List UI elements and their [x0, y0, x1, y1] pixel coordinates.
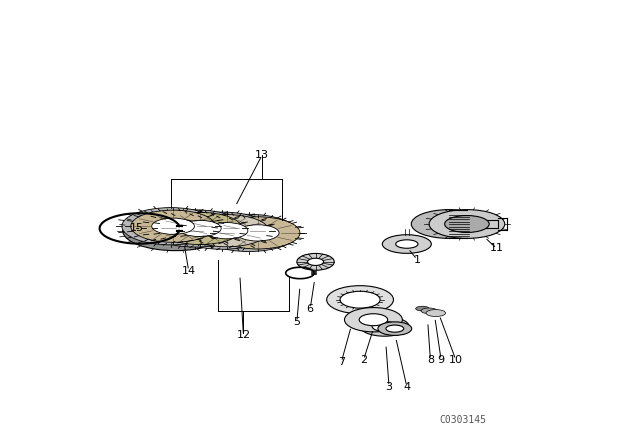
- Text: 15: 15: [129, 224, 143, 233]
- Ellipse shape: [297, 254, 334, 270]
- Ellipse shape: [421, 308, 437, 314]
- Ellipse shape: [147, 217, 195, 236]
- Ellipse shape: [184, 215, 269, 247]
- Ellipse shape: [308, 258, 324, 266]
- Ellipse shape: [359, 314, 388, 326]
- Text: 1: 1: [413, 254, 420, 265]
- Ellipse shape: [340, 291, 380, 308]
- Ellipse shape: [326, 286, 394, 314]
- Ellipse shape: [123, 211, 228, 250]
- Text: 5: 5: [293, 317, 300, 327]
- Ellipse shape: [200, 214, 298, 251]
- Ellipse shape: [396, 240, 418, 248]
- Ellipse shape: [173, 212, 271, 249]
- Ellipse shape: [179, 220, 221, 237]
- Ellipse shape: [122, 207, 220, 245]
- Ellipse shape: [372, 321, 397, 332]
- Ellipse shape: [386, 325, 404, 332]
- Text: 14: 14: [182, 266, 196, 276]
- Ellipse shape: [382, 235, 431, 253]
- Text: 12: 12: [236, 330, 250, 340]
- Text: 10: 10: [449, 355, 463, 365]
- Ellipse shape: [205, 223, 248, 239]
- Ellipse shape: [236, 225, 279, 241]
- Text: C0303145: C0303145: [439, 415, 486, 425]
- Text: 9: 9: [438, 355, 445, 365]
- Ellipse shape: [131, 210, 216, 242]
- Ellipse shape: [429, 210, 505, 238]
- Ellipse shape: [378, 322, 412, 336]
- Ellipse shape: [171, 219, 220, 238]
- Ellipse shape: [224, 224, 273, 242]
- Ellipse shape: [148, 220, 202, 241]
- Ellipse shape: [157, 212, 242, 245]
- Text: 13: 13: [255, 150, 269, 160]
- Ellipse shape: [416, 306, 429, 311]
- Ellipse shape: [412, 210, 487, 238]
- Text: 8: 8: [427, 355, 434, 365]
- Text: 11: 11: [490, 243, 504, 254]
- Ellipse shape: [344, 308, 403, 332]
- Ellipse shape: [198, 221, 246, 240]
- Ellipse shape: [147, 210, 244, 247]
- Ellipse shape: [152, 218, 195, 234]
- Ellipse shape: [445, 215, 489, 233]
- Text: 7: 7: [338, 357, 345, 367]
- Ellipse shape: [216, 217, 300, 249]
- Text: 3: 3: [385, 382, 392, 392]
- Ellipse shape: [426, 310, 445, 316]
- Text: 2: 2: [360, 355, 367, 365]
- Text: 4: 4: [403, 382, 410, 392]
- Text: 6: 6: [307, 304, 314, 314]
- Ellipse shape: [360, 317, 409, 336]
